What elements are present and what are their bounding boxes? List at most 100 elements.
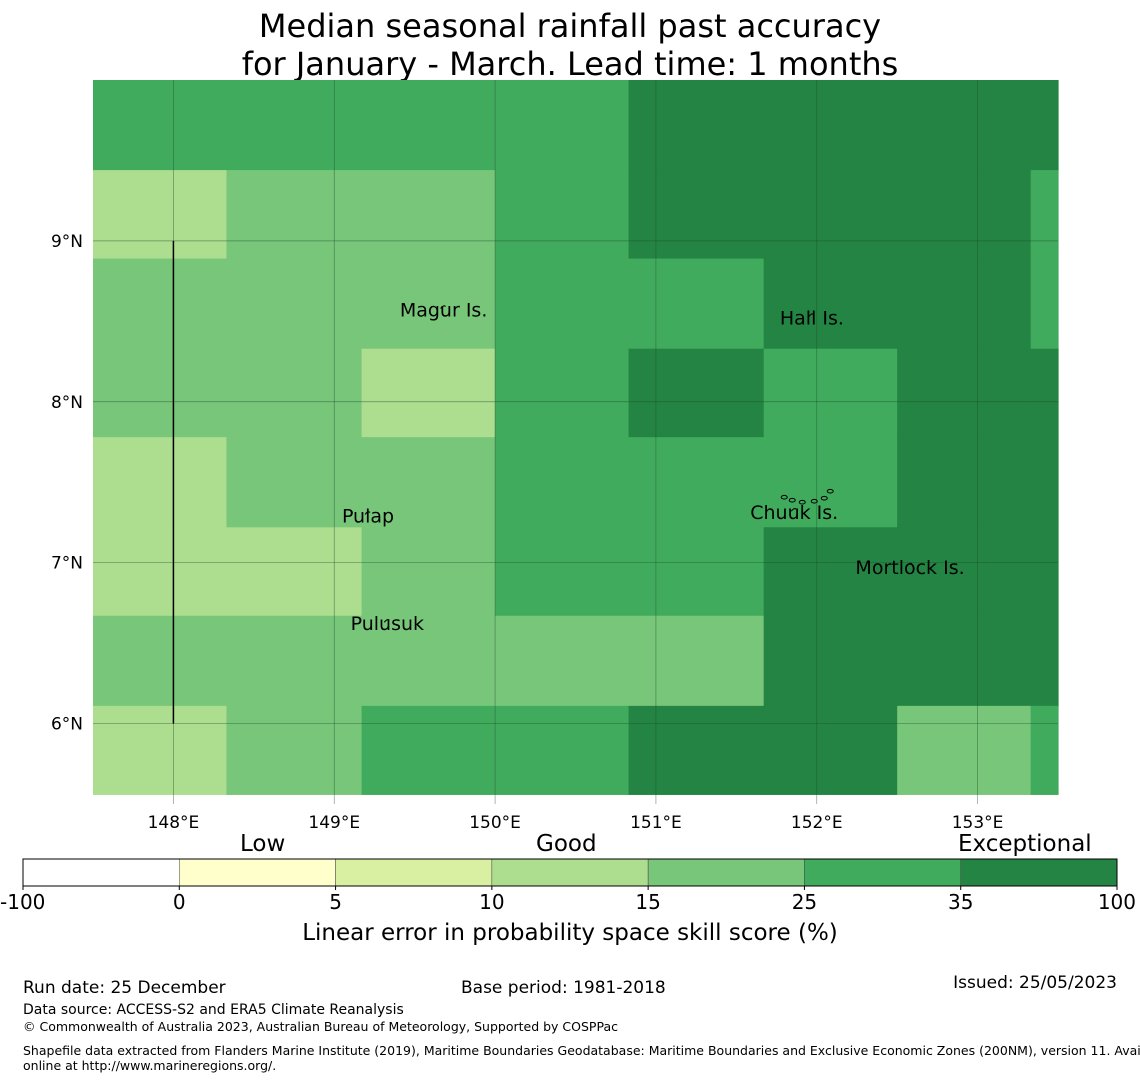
grid-cell xyxy=(361,80,496,171)
colorbar-segment xyxy=(335,858,493,887)
grid-cell xyxy=(361,705,496,795)
colorbar-tick-label: 35 xyxy=(948,890,973,914)
grid-cell xyxy=(628,705,765,795)
grid-cell xyxy=(1030,170,1059,260)
grid-cell xyxy=(226,705,363,795)
grid-cell xyxy=(628,527,765,617)
shapefile-credit-line2: online at http://www.marineregions.org/. xyxy=(23,1058,277,1073)
island-outline xyxy=(440,305,447,309)
grid-cell xyxy=(897,348,1032,438)
skill-grid-cells xyxy=(93,80,1059,795)
issued-date: Issued: 25/05/2023 xyxy=(953,973,1117,993)
island-label: Magur Is. xyxy=(400,300,488,322)
colorbar-tick-label: 25 xyxy=(792,890,817,914)
colorbar-segment xyxy=(491,858,649,887)
island-label: Pulusuk xyxy=(351,613,424,635)
grid-cell xyxy=(897,527,1032,617)
grid-cell xyxy=(361,615,496,707)
longitude-tick: 152°E xyxy=(791,813,843,833)
colorbar-segment xyxy=(804,858,961,887)
grid-cell xyxy=(93,437,228,528)
grid-cell xyxy=(1030,80,1059,171)
longitude-tick: 149°E xyxy=(308,813,360,833)
grid-cell xyxy=(628,348,765,438)
colorbar-segment xyxy=(647,858,805,887)
grid-cell xyxy=(763,437,898,528)
grid-cell xyxy=(1030,615,1059,707)
island-outline xyxy=(788,497,796,503)
grid-cell xyxy=(763,258,898,350)
latitude-tick: 7°N xyxy=(51,554,83,574)
grid-cell xyxy=(93,615,228,707)
legend-label-low: Low xyxy=(240,831,286,857)
island-outline xyxy=(820,495,828,501)
copyright-notice: © Commonwealth of Australia 2023, Austra… xyxy=(23,1019,618,1034)
grid-cell xyxy=(897,615,1032,707)
grid-cell xyxy=(897,258,1032,350)
colorbar-segment xyxy=(22,858,180,887)
island-label: Chuuk Is. xyxy=(750,502,838,524)
grid-cell xyxy=(763,615,898,707)
grid-cell xyxy=(763,348,898,438)
longitude-tick: 148°E xyxy=(148,813,200,833)
grid-cell xyxy=(628,170,765,260)
island-outline xyxy=(826,488,834,494)
grid-cell xyxy=(226,437,363,528)
island-label: Mortlock Is. xyxy=(855,557,964,579)
run-date: Run date: 25 December xyxy=(23,978,226,998)
island-outline xyxy=(383,619,390,623)
grid-cell xyxy=(226,170,363,260)
island-label: Pulap xyxy=(342,505,394,527)
grid-cell xyxy=(763,705,898,795)
grid-cell xyxy=(628,258,765,350)
island-outline xyxy=(798,499,806,505)
grid-cell xyxy=(495,170,630,260)
grid-cell xyxy=(897,437,1032,528)
grid-cell xyxy=(226,348,363,438)
grid-cell xyxy=(1030,348,1059,438)
grid-cell xyxy=(897,705,1032,795)
map-gridlines xyxy=(93,80,1058,804)
grid-cell xyxy=(93,705,228,795)
colorbar-frame xyxy=(22,858,1118,887)
island-outline xyxy=(808,313,815,317)
grid-cell xyxy=(361,348,496,438)
colorbar-tick-label: -100 xyxy=(0,890,45,914)
colorbar-tick-label: 10 xyxy=(479,890,504,914)
colorbar-segment xyxy=(179,858,336,887)
grid-cell xyxy=(93,258,228,350)
map-title-line2: for January - March. Lead time: 1 months xyxy=(241,45,899,83)
grid-cell xyxy=(897,170,1032,260)
grid-cell xyxy=(226,527,363,617)
grid-cell xyxy=(361,170,496,260)
grid-cell xyxy=(1030,705,1059,795)
grid-cell xyxy=(897,80,1032,171)
base-period: Base period: 1981-2018 xyxy=(461,978,666,998)
island-outline xyxy=(364,511,371,515)
grid-cell xyxy=(93,170,228,260)
island-outline xyxy=(790,508,797,512)
grid-cell xyxy=(628,615,765,707)
grid-cell xyxy=(495,348,630,438)
grid-cell xyxy=(763,527,898,617)
grid-cell xyxy=(763,170,898,260)
grid-cell xyxy=(226,615,363,707)
grid-cell xyxy=(1030,527,1059,617)
grid-cell xyxy=(495,527,630,617)
longitude-tick: 150°E xyxy=(469,813,521,833)
grid-cell xyxy=(226,80,363,171)
grid-cell xyxy=(495,437,630,528)
grid-cell xyxy=(1030,437,1059,528)
grid-cell xyxy=(628,437,765,528)
longitude-tick-labels: 148°E 149°E 150°E 151°E 152°E 153°E xyxy=(148,813,1004,833)
grid-cell xyxy=(361,437,496,528)
grid-cell xyxy=(763,80,898,171)
grid-cell xyxy=(226,258,363,350)
longitude-tick: 153°E xyxy=(952,813,1004,833)
grid-cell xyxy=(495,80,630,171)
latitude-tick-labels: 9°N 8°N 7°N 6°N xyxy=(51,232,83,735)
colorbar-tick-label: 0 xyxy=(173,890,186,914)
grid-cell xyxy=(495,258,630,350)
legend-colorbar: -100 0 5 10 15 25 35 100 xyxy=(0,858,1136,914)
